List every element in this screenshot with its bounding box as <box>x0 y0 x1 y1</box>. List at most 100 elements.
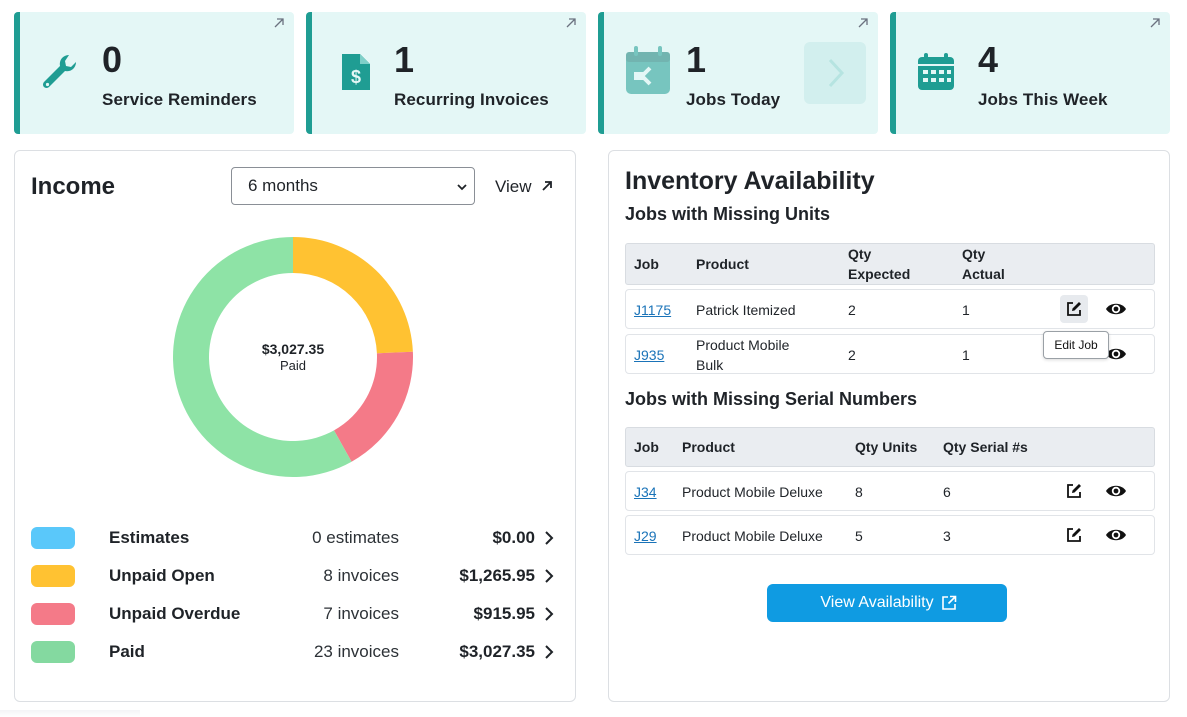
recurring-invoices-count: 1 <box>394 39 415 80</box>
view-job-button[interactable] <box>1102 340 1130 368</box>
legend-name: Unpaid Open <box>109 566 215 585</box>
legend-swatch <box>31 603 75 625</box>
legend-amount: $0.00 <box>492 528 535 547</box>
eye-icon <box>1106 529 1126 541</box>
header-qty-units: Qty Units <box>855 439 918 455</box>
missing-serials-title: Jobs with Missing Serial Numbers <box>625 389 918 409</box>
view-availability-label: View Availability <box>820 594 934 611</box>
donut-slice-unpaid-overdue[interactable] <box>333 351 413 462</box>
product-cell-line-2: Bulk <box>696 357 724 373</box>
edit-job-button[interactable] <box>1060 295 1088 323</box>
legend-row-paid[interactable]: Paid 23 invoices $3,027.35 <box>31 639 561 665</box>
external-link-icon <box>942 595 957 610</box>
qty-units-cell: 8 <box>855 484 863 500</box>
jobs-today-label: Jobs Today <box>686 90 781 109</box>
edit-job-tooltip: Edit Job <box>1043 331 1109 359</box>
legend-count: 0 estimates <box>312 528 399 547</box>
stat-card-service-reminders[interactable]: 0 Service Reminders <box>14 12 294 134</box>
income-view-link[interactable]: View <box>495 177 552 197</box>
service-reminders-label: Service Reminders <box>102 90 257 109</box>
jobs-today-count: 1 <box>686 39 707 80</box>
period-select-value: 6 months <box>248 176 318 195</box>
legend-name: Estimates <box>109 528 190 547</box>
period-select[interactable]: 6 months <box>231 167 475 205</box>
legend-swatch <box>31 565 75 587</box>
recurring-invoices-label: Recurring Invoices <box>394 90 549 109</box>
header-qty-expected-2: Expected <box>848 266 911 282</box>
chevron-down-icon <box>457 184 467 191</box>
inventory-title: Inventory Availability <box>625 167 875 195</box>
donut-svg <box>173 237 413 477</box>
legend-swatch <box>31 527 75 549</box>
stat-card-recurring-invoices[interactable]: $ 1 Recurring Invoices <box>306 12 586 134</box>
legend-amount: $915.95 <box>473 604 535 623</box>
legend-count: 8 invoices <box>323 566 399 585</box>
table-row: J1175 Patrick Itemized 2 1 <box>625 289 1155 329</box>
missing-serials-header: Job Product Qty Units Qty Serial #s <box>625 427 1155 467</box>
job-link[interactable]: J29 <box>634 528 657 544</box>
legend-count: 23 invoices <box>313 642 399 661</box>
missing-units-title: Jobs with Missing Units <box>625 204 831 224</box>
qty-expected-cell: 2 <box>848 347 856 363</box>
legend-amount: $3,027.35 <box>459 642 535 661</box>
edit-icon <box>1067 484 1081 498</box>
legend-count: 7 invoices <box>323 604 399 623</box>
donut-center-label: Paid <box>279 358 307 373</box>
edit-icon <box>1067 528 1081 542</box>
next-slide-button[interactable] <box>804 42 866 104</box>
open-link-icon <box>858 18 868 28</box>
qty-actual-cell: 1 <box>962 347 970 363</box>
eye-icon <box>1106 303 1126 315</box>
view-availability-button[interactable]: View Availability <box>767 584 1007 622</box>
legend-name: Unpaid Overdue <box>109 604 241 623</box>
legend-row-unpaid-overdue[interactable]: Unpaid Overdue 7 invoices $915.95 <box>31 601 561 627</box>
stat-card-jobs-this-week[interactable]: 4 Jobs This Week <box>890 12 1170 134</box>
product-cell: Patrick Itemized <box>696 302 796 318</box>
view-job-button[interactable] <box>1102 521 1130 549</box>
stat-card-jobs-today[interactable]: 1 Jobs Today <box>598 12 878 134</box>
eye-icon <box>1106 348 1126 360</box>
chevron-right-icon <box>828 58 845 88</box>
income-title: Income <box>31 173 116 200</box>
edit-job-button[interactable] <box>1060 477 1088 505</box>
header-qty-serials: Qty Serial #s <box>943 439 1028 455</box>
donut-slice-paid[interactable] <box>173 237 352 477</box>
legend-swatch <box>31 641 75 663</box>
job-link[interactable]: J34 <box>634 484 657 500</box>
wrench-icon <box>42 54 77 89</box>
job-link[interactable]: J1175 <box>634 302 672 318</box>
income-donut-chart: $3,027.35 Paid <box>173 237 413 477</box>
legend-row-estimates[interactable]: Estimates 0 estimates $0.00 <box>31 525 561 551</box>
job-link[interactable]: J935 <box>634 347 665 363</box>
qty-serials-cell: 3 <box>943 528 951 544</box>
header-qty-expected-1: Qty <box>848 246 872 262</box>
chevron-right-icon <box>545 645 554 659</box>
view-job-button[interactable] <box>1102 477 1130 505</box>
table-row: J29 Product Mobile Deluxe 5 3 <box>625 515 1155 555</box>
arrow-up-right-icon <box>542 181 552 191</box>
legend-name: Paid <box>109 642 145 661</box>
eye-icon <box>1106 485 1126 497</box>
calendar-grid-icon <box>918 53 954 90</box>
inventory-panel: Inventory Availability Jobs with Missing… <box>608 150 1170 702</box>
income-view-label: View <box>495 177 532 196</box>
chevron-right-icon <box>545 607 554 621</box>
open-link-icon <box>566 18 576 28</box>
legend-amount: $1,265.95 <box>459 566 535 585</box>
edit-job-button[interactable] <box>1060 521 1088 549</box>
qty-units-cell: 5 <box>855 528 863 544</box>
donut-center-amount: $3,027.35 <box>261 341 325 357</box>
invoice-dollar-icon: $ <box>342 54 370 90</box>
qty-actual-cell: 1 <box>962 302 970 318</box>
open-link-icon <box>1150 18 1160 28</box>
view-job-button[interactable] <box>1102 295 1130 323</box>
page-bottom-shadow <box>0 710 140 717</box>
donut-slice-unpaid-open[interactable] <box>293 237 413 354</box>
product-cell: Product Mobile Deluxe <box>682 484 823 500</box>
legend-row-unpaid-open[interactable]: Unpaid Open 8 invoices $1,265.95 <box>31 563 561 589</box>
qty-expected-cell: 2 <box>848 302 856 318</box>
open-link-icon <box>274 18 284 28</box>
header-product: Product <box>696 256 749 272</box>
product-cell-line-1: Product Mobile <box>696 337 790 353</box>
header-qty-actual-2: Actual <box>962 266 1005 282</box>
